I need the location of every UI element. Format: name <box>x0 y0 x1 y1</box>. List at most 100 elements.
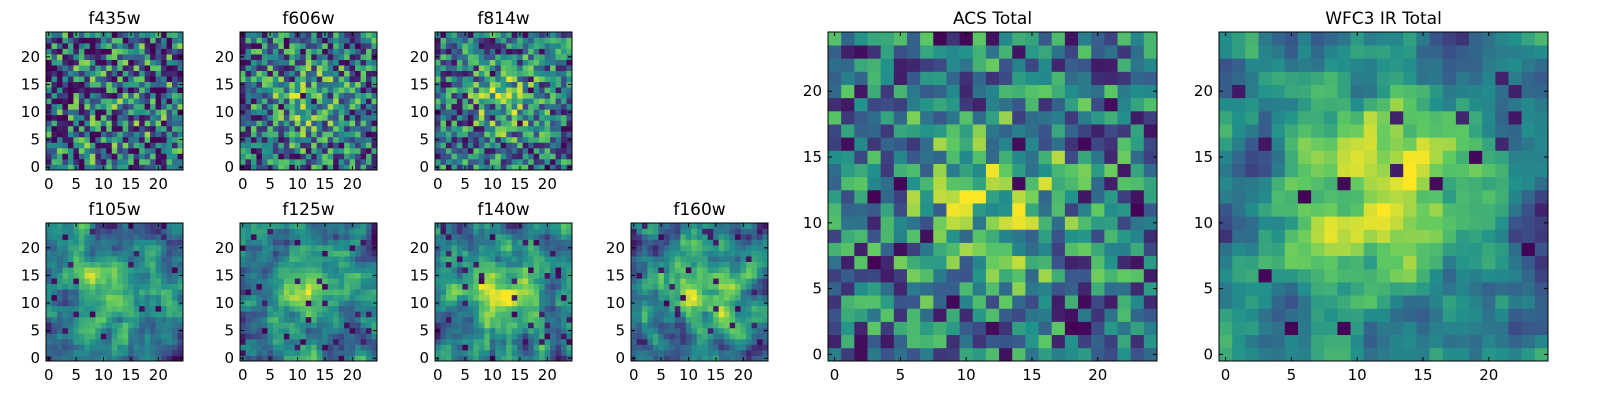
heatmap-cell <box>128 289 135 296</box>
heatmap-cell <box>500 355 507 362</box>
heatmap-cell <box>278 120 285 127</box>
heatmap-cell <box>289 338 296 345</box>
heatmap-cell <box>724 228 730 235</box>
heatmap-cell <box>177 294 184 301</box>
heatmap-cell <box>51 43 58 49</box>
heatmap-cell <box>533 349 540 356</box>
heatmap-cell <box>272 245 279 251</box>
heatmap-cell <box>440 223 447 229</box>
heatmap-cell <box>445 261 452 268</box>
heatmap-cell <box>762 250 769 257</box>
heatmap-cell <box>133 300 140 307</box>
heatmap-cell <box>95 32 102 38</box>
heatmap-cell <box>528 256 534 262</box>
heatmap-cell <box>702 256 709 262</box>
heatmap-cell <box>522 239 529 246</box>
heatmap-cell <box>84 131 91 138</box>
y-tick-label: 0 <box>419 158 429 176</box>
heatmap-cell <box>451 228 458 235</box>
heatmap-cell <box>751 223 758 229</box>
heatmap-cell <box>920 242 934 257</box>
heatmap-cell <box>73 131 80 138</box>
heatmap-cell <box>322 153 329 160</box>
heatmap-cell <box>724 316 730 323</box>
heatmap-cell <box>311 294 318 301</box>
heatmap-cell <box>550 32 556 38</box>
heatmap-cell <box>735 278 741 285</box>
heatmap-cell <box>100 54 107 60</box>
heatmap-cell <box>1025 229 1039 243</box>
heatmap-cell <box>533 338 540 345</box>
heatmap-cell <box>718 250 725 257</box>
heatmap-cell <box>256 344 263 351</box>
heatmap-cell <box>1038 216 1053 230</box>
heatmap-cell <box>566 92 573 99</box>
heatmap-cell <box>506 234 513 240</box>
heatmap-cell <box>360 327 367 334</box>
heatmap-cell <box>166 322 173 329</box>
heatmap-cell <box>451 245 458 251</box>
heatmap-cell <box>517 344 524 351</box>
heatmap-cell <box>729 234 736 240</box>
heatmap-cell <box>338 355 345 362</box>
heatmap-cell <box>283 59 290 66</box>
heatmap-cell <box>155 239 162 246</box>
heatmap-cell <box>73 92 80 99</box>
heatmap-cell <box>300 125 307 132</box>
heatmap-cell <box>440 164 447 171</box>
heatmap-cell <box>305 59 312 66</box>
heatmap-cell <box>283 43 290 49</box>
heatmap-cell <box>305 344 312 351</box>
heatmap-cell <box>746 333 752 340</box>
heatmap-cell <box>360 349 367 356</box>
heatmap-cell <box>641 245 648 251</box>
x-tick-label: 10 <box>288 366 307 384</box>
heatmap-cell <box>349 98 356 105</box>
y-tick-label: 20 <box>410 239 429 257</box>
heatmap-cell <box>177 158 184 165</box>
heatmap-cell <box>316 59 323 66</box>
heatmap-cell <box>841 150 855 164</box>
heatmap-cell <box>933 242 947 257</box>
heatmap-cell <box>522 54 529 60</box>
heatmap-cell <box>283 131 290 138</box>
heatmap-cell <box>550 289 556 296</box>
heatmap-cell <box>946 216 960 230</box>
heatmap-cell <box>322 87 329 94</box>
heatmap-cell <box>256 267 263 274</box>
heatmap-cell <box>283 37 290 44</box>
heatmap-cell <box>67 114 74 121</box>
heatmap-cell <box>133 239 140 246</box>
y-tick-label: 10 <box>410 103 429 121</box>
heatmap-cell <box>371 316 378 323</box>
heatmap-cell <box>1117 334 1132 349</box>
heatmap-cell <box>73 70 80 77</box>
heatmap-cell <box>245 239 252 246</box>
heatmap-cell <box>544 109 551 116</box>
heatmap-cell <box>533 322 540 329</box>
heatmap-cell <box>729 316 736 323</box>
heatmap-cell <box>133 153 140 160</box>
heatmap-cell <box>139 305 145 312</box>
heatmap-cell <box>84 272 91 279</box>
heatmap-cell <box>46 333 52 340</box>
heatmap-cell <box>95 43 102 49</box>
heatmap-cell <box>322 245 329 251</box>
heatmap-cell <box>366 76 372 83</box>
heatmap-cell <box>1130 163 1145 178</box>
heatmap-cell <box>906 255 921 270</box>
heatmap-cell <box>240 333 246 340</box>
heatmap-cell <box>473 136 480 143</box>
heatmap-cell <box>327 54 334 60</box>
heatmap-cell <box>489 98 496 105</box>
heatmap-cell <box>841 189 855 204</box>
heatmap-cell <box>289 65 296 71</box>
heatmap-cell <box>539 223 545 229</box>
heatmap-cell <box>473 70 480 77</box>
heatmap-cell <box>663 239 670 246</box>
heatmap-cell <box>1025 321 1039 336</box>
heatmap-cell <box>566 98 573 105</box>
heatmap-cell <box>641 234 648 240</box>
panel-title: f105w <box>88 200 140 220</box>
heatmap-cell <box>528 261 534 268</box>
